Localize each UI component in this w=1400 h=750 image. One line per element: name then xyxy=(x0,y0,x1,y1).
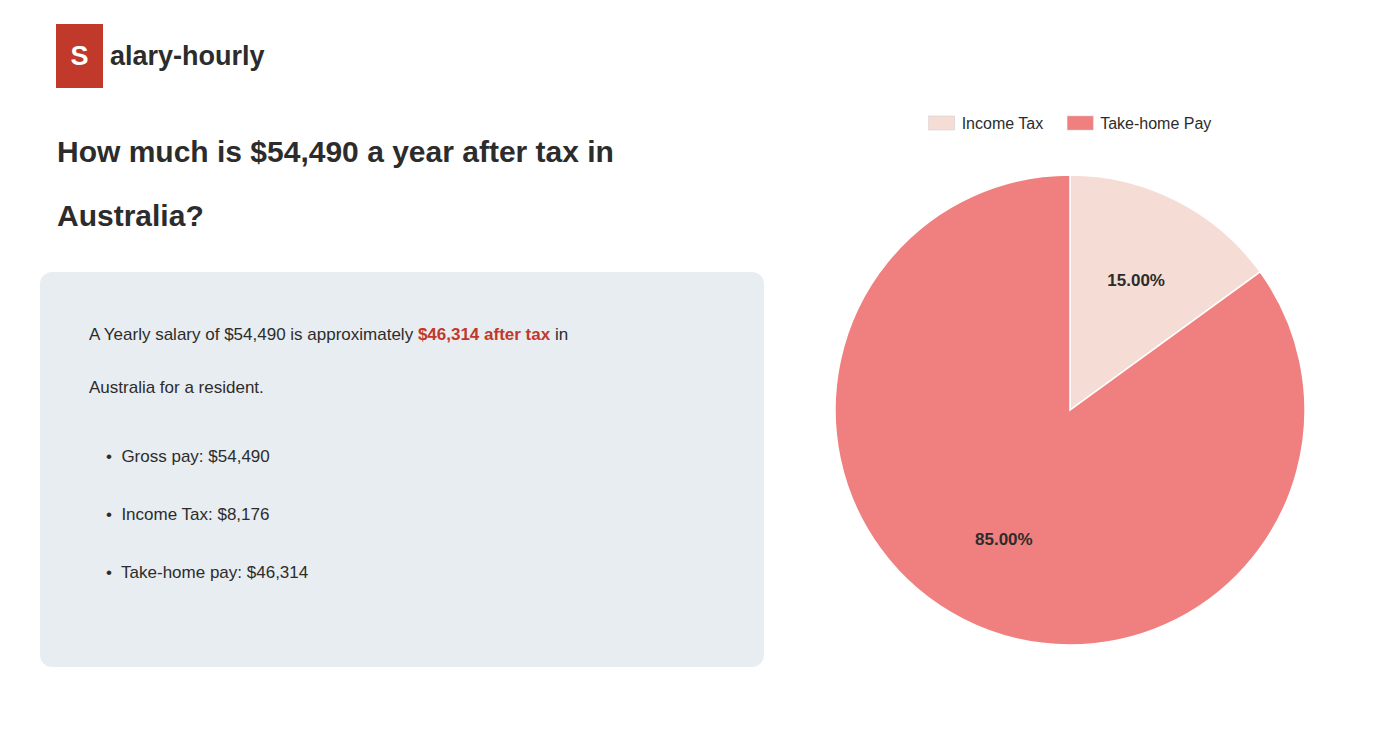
info-text: in xyxy=(550,325,568,344)
logo-text: alary-hourly xyxy=(110,41,265,71)
title: How much is $54,490 a year after tax in xyxy=(57,135,614,168)
highlight: $46,314 after tax xyxy=(418,325,551,344)
info-line: A Yearly salary of $54,490 is approximat… xyxy=(89,325,568,344)
data-label: 85.00% xyxy=(975,530,1033,549)
logo-box xyxy=(56,24,103,88)
info-text: A Yearly salary of $54,490 is approximat… xyxy=(89,325,418,344)
chart: Salary-hourly How much is $54,490 a year … xyxy=(0,0,1400,750)
legend-item: Take-home Pay xyxy=(1067,115,1211,132)
legend-swatch xyxy=(929,116,955,130)
pie: 15.00% 85.00% xyxy=(835,175,1305,645)
legend-label: Take-home Pay xyxy=(1100,115,1211,132)
title: Australia? xyxy=(57,199,204,232)
slice xyxy=(835,175,1305,645)
legend-swatch xyxy=(1067,116,1093,130)
info-line: Australia for a resident. xyxy=(89,378,264,397)
logo-letter: S xyxy=(70,41,88,71)
legend: Income Tax Take-home Pay xyxy=(929,115,1212,132)
bullet: • Gross pay: $54,490 xyxy=(106,447,270,466)
data-label: 15.00% xyxy=(1107,271,1165,290)
bullet: • Income Tax: $8,176 xyxy=(106,505,269,524)
legend-item: Income Tax xyxy=(929,115,1044,132)
bullet: • Take-home pay: $46,314 xyxy=(106,563,308,582)
logo: Salary-hourly xyxy=(56,24,265,88)
legend-label: Income Tax xyxy=(962,115,1044,132)
info-box xyxy=(40,272,764,667)
